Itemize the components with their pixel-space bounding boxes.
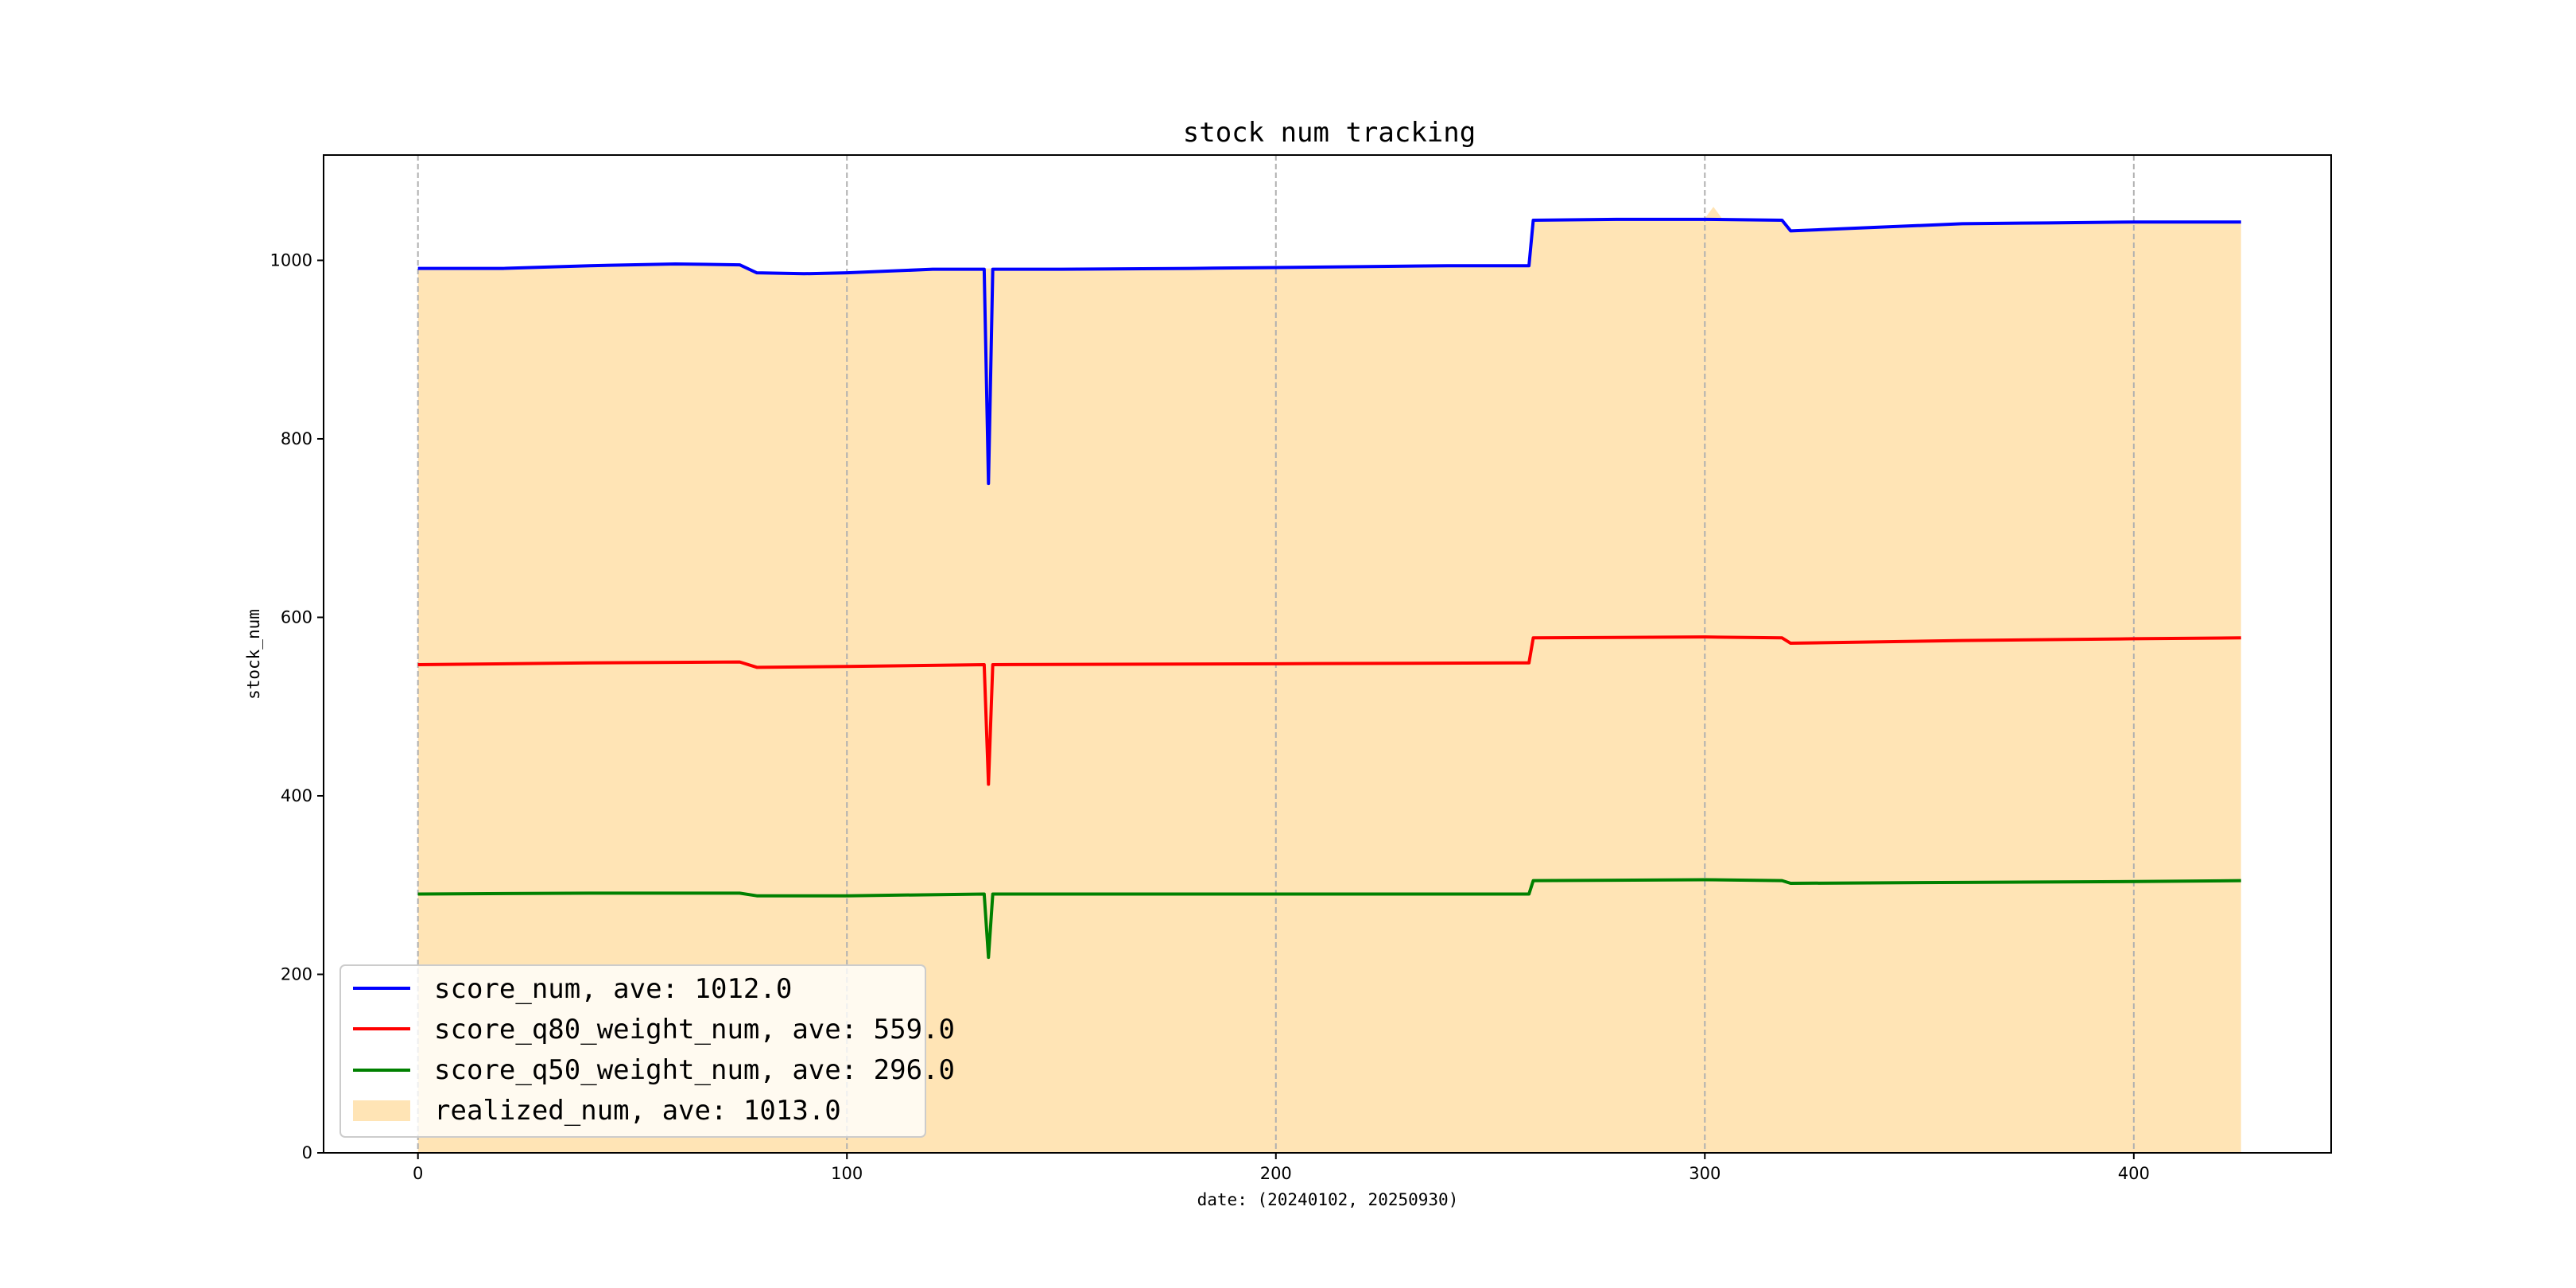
legend-label-realized: realized_num, ave: 1013.0 <box>434 1095 841 1127</box>
series-line-score-q80-weight-num <box>417 635 2241 786</box>
y-tick-label-800: 800 <box>281 429 312 448</box>
area-layer <box>417 207 2241 1154</box>
legend-label-score-q80: score_q80_weight_num, ave: 559.0 <box>434 1014 955 1046</box>
x-tick-label-400: 400 <box>2118 1164 2150 1183</box>
chart-title: stock num tracking <box>1183 117 1476 149</box>
y-tick-label-0: 0 <box>302 1143 312 1162</box>
y-axis-label: stock_num <box>244 609 263 700</box>
y-tick-label-600: 600 <box>281 607 312 627</box>
x-tick-label-300: 300 <box>1689 1164 1721 1183</box>
y-tick-label-400: 400 <box>281 786 312 805</box>
x-tick-label-200: 200 <box>1260 1164 1292 1183</box>
tick-layer: 0 100 200 300 400 0 200 400 600 800 1000 <box>270 250 2150 1183</box>
x-axis-label: date: (20240102, 20250930) <box>1197 1190 1459 1209</box>
line-layer <box>417 217 2241 960</box>
series-area-realized-num <box>417 207 2241 1154</box>
x-tick-label-0: 0 <box>413 1164 423 1183</box>
x-tick-label-100: 100 <box>831 1164 863 1183</box>
y-tick-label-1000: 1000 <box>270 250 312 270</box>
series-line-score-num <box>417 217 2241 486</box>
legend-swatch-realized <box>353 1100 410 1121</box>
legend-label-score-q50: score_q50_weight_num, ave: 296.0 <box>434 1054 955 1086</box>
legend-label-score-num: score_num, ave: 1012.0 <box>434 973 792 1005</box>
y-tick-label-200: 200 <box>281 964 312 983</box>
legend-box <box>339 964 926 1138</box>
series-line-score-q50-weight-num <box>417 878 2241 960</box>
legend: score_num, ave: 1012.0 score_q80_weight_… <box>339 964 955 1138</box>
plot-frame <box>323 154 2332 1154</box>
